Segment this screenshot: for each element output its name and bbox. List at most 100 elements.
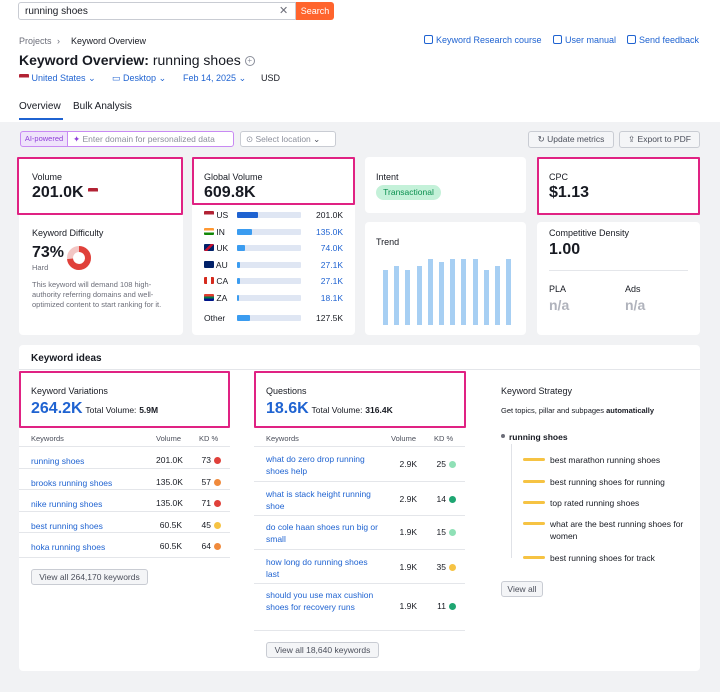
- kd-level: Hard: [32, 263, 49, 272]
- row-divider: [19, 489, 230, 490]
- trend-bar: [416, 266, 422, 325]
- volume-number: 201.0K: [32, 184, 84, 201]
- kd-description: This keyword will demand 108 high-author…: [32, 280, 162, 309]
- clear-icon[interactable]: ✕: [279, 5, 289, 17]
- view-all-variations-button[interactable]: View all 264,170 keywords: [31, 569, 148, 585]
- domain-input[interactable]: ✦ Enter domain for personalized data: [67, 131, 234, 147]
- row-divider: [19, 467, 230, 469]
- trend-bar: [427, 259, 433, 325]
- country-row-in: IN: [204, 227, 225, 237]
- row-divider: [254, 481, 465, 482]
- kd-indicator-dot: [214, 543, 221, 550]
- sparkle-icon: ✦: [73, 134, 81, 144]
- strategy-root[interactable]: running shoes: [509, 432, 568, 442]
- kd-indicator-dot: [214, 478, 221, 486]
- variations-count-number[interactable]: 264.2K: [31, 400, 83, 417]
- questions-count: 18.6K Total Volume: 316.4K: [266, 400, 393, 418]
- keyword-link[interactable]: nike running shoes: [31, 499, 103, 509]
- country-bar: [237, 261, 301, 268]
- strategy-desc-bold: automatically: [606, 406, 655, 415]
- global-volume-value: 609.8K: [204, 184, 256, 201]
- date-select[interactable]: Feb 14, 2025 ⌄: [183, 73, 246, 84]
- us-flag-icon: [19, 74, 29, 81]
- strategy-branch: [523, 501, 545, 504]
- country-value[interactable]: 18.1K: [320, 292, 343, 303]
- keyword-volume: 60.5K: [159, 519, 182, 530]
- link-label: User manual: [565, 35, 617, 45]
- strategy-subpage[interactable]: what are the best running shoes for wome…: [550, 519, 684, 541]
- strategy-subpage[interactable]: best marathon running shoes: [550, 455, 661, 465]
- add-icon[interactable]: +: [244, 56, 255, 66]
- country-row-us: US: [204, 210, 228, 220]
- strategy-desc-text: Get topics, pillar and subpages: [501, 406, 604, 415]
- keyword-link[interactable]: should you use max cushion shoes for rec…: [266, 590, 374, 612]
- country-value: 201.0K: [316, 210, 343, 220]
- title-text: Keyword Overview:: [19, 52, 149, 68]
- date-value: Feb 14, 2025: [183, 73, 237, 83]
- send-feedback-link[interactable]: Send feedback: [627, 35, 699, 45]
- keyword-volume: 1.9K: [399, 527, 418, 537]
- col-kd: KD %: [199, 434, 219, 443]
- export-label: Export to PDF: [637, 134, 691, 144]
- country-row-uk: UK: [204, 243, 228, 253]
- keyword-research-course-link[interactable]: Keyword Research course: [424, 35, 542, 45]
- strategy-subpage[interactable]: best running shoes for running: [550, 477, 665, 487]
- trend-bar: [405, 270, 411, 325]
- keyword-link[interactable]: do cole haan shoes run big or small: [266, 522, 378, 544]
- row-divider: [254, 549, 465, 550]
- row-divider: [19, 532, 230, 533]
- keyword-ideas-panel: [19, 345, 700, 671]
- in-flag-icon: [204, 227, 214, 235]
- country-value[interactable]: 135.0K: [316, 226, 343, 237]
- breadcrumb-projects[interactable]: Projects: [19, 36, 52, 46]
- tab-overview[interactable]: Overview: [19, 101, 61, 112]
- bar-fill: [237, 261, 240, 268]
- density-label: Competitive Density: [549, 228, 630, 238]
- kd-indicator-dot: [449, 461, 456, 468]
- total-volume-value: 5.9M: [139, 405, 159, 415]
- keyword-link[interactable]: best running shoes: [31, 520, 103, 531]
- update-label: Update metrics: [547, 134, 605, 144]
- location-select[interactable]: ⊙ Select location ⌄: [240, 131, 336, 147]
- us-flag-icon: [88, 188, 99, 195]
- country-value[interactable]: 27.1K: [320, 259, 343, 270]
- keyword-link[interactable]: what is stack height running shoe: [266, 489, 371, 511]
- book-icon: [553, 35, 562, 44]
- questions-count-number[interactable]: 18.6K: [266, 400, 309, 417]
- country-select[interactable]: United States ⌄: [19, 73, 96, 84]
- search-button[interactable]: Search: [296, 2, 334, 20]
- pla-value: n/a: [549, 297, 570, 313]
- row-divider: [254, 583, 465, 584]
- ca-flag-icon: [204, 277, 214, 284]
- density-value: 1.00: [549, 241, 581, 258]
- country-value[interactable]: 27.1K: [320, 276, 343, 286]
- keyword-volume: 60.5K: [159, 541, 182, 551]
- strategy-subpage[interactable]: best running shoes for track: [550, 553, 655, 563]
- variations-label: Keyword Variations: [31, 386, 108, 396]
- view-all-questions-button[interactable]: View all 18,640 keywords: [266, 642, 379, 658]
- device-select[interactable]: ▭ Desktop ⌄: [112, 73, 166, 84]
- country-code: ZA: [216, 292, 228, 303]
- keyword-link[interactable]: what do zero drop running shoes help: [266, 454, 365, 476]
- kd-indicator-dot: [214, 457, 221, 464]
- trend-bar: [450, 259, 456, 325]
- keyword-link[interactable]: hoka running shoes: [31, 542, 106, 552]
- country-value[interactable]: 74.0K: [320, 243, 343, 253]
- search-input[interactable]: running shoes: [18, 2, 296, 20]
- keyword-link[interactable]: brooks running shoes: [31, 477, 113, 488]
- ideas-divider: [19, 369, 700, 370]
- global-volume-highlight: [192, 157, 355, 205]
- variations-highlight: [19, 371, 230, 428]
- cpc-value: $1.13: [549, 184, 590, 201]
- user-manual-link[interactable]: User manual: [553, 35, 616, 45]
- za-flag-icon: [204, 293, 214, 301]
- ads-label: Ads: [625, 284, 641, 294]
- view-all-strategy-button[interactable]: View all: [501, 581, 543, 597]
- keyword-link[interactable]: running shoes: [31, 456, 85, 466]
- update-metrics-button[interactable]: ↻ Update metrics: [528, 131, 614, 148]
- strategy-subpage[interactable]: top rated running shoes: [550, 498, 640, 508]
- export-pdf-button[interactable]: ⇪ Export to PDF: [619, 131, 700, 148]
- tab-bulk-analysis[interactable]: Bulk Analysis: [73, 101, 132, 112]
- keyword-link[interactable]: how long do running shoes last: [266, 557, 368, 579]
- keyword-volume: 1.9K: [399, 562, 418, 572]
